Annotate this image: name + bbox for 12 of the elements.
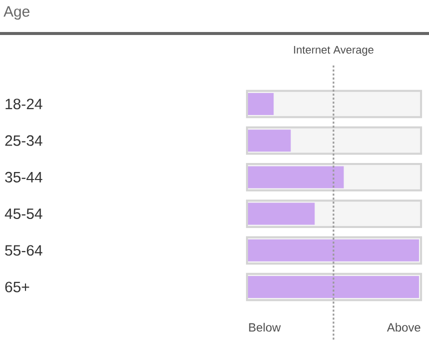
y-tick-label: 25-34 — [5, 135, 42, 146]
y-tick-label: 45-54 — [4, 208, 42, 220]
annotation: Below — [249, 322, 281, 332]
text: Age — [4, 6, 30, 20]
bar — [248, 130, 291, 152]
y-tick-label: 18-24 — [6, 98, 42, 110]
bar — [248, 93, 274, 116]
y-tick-label: 55-64 — [5, 245, 42, 256]
annotation: Above — [386, 322, 420, 332]
ref-line-label: Internet Average — [294, 46, 374, 56]
y-tick-label: 65+ — [5, 282, 30, 292]
y-tick-label: 35-44 — [5, 172, 42, 183]
